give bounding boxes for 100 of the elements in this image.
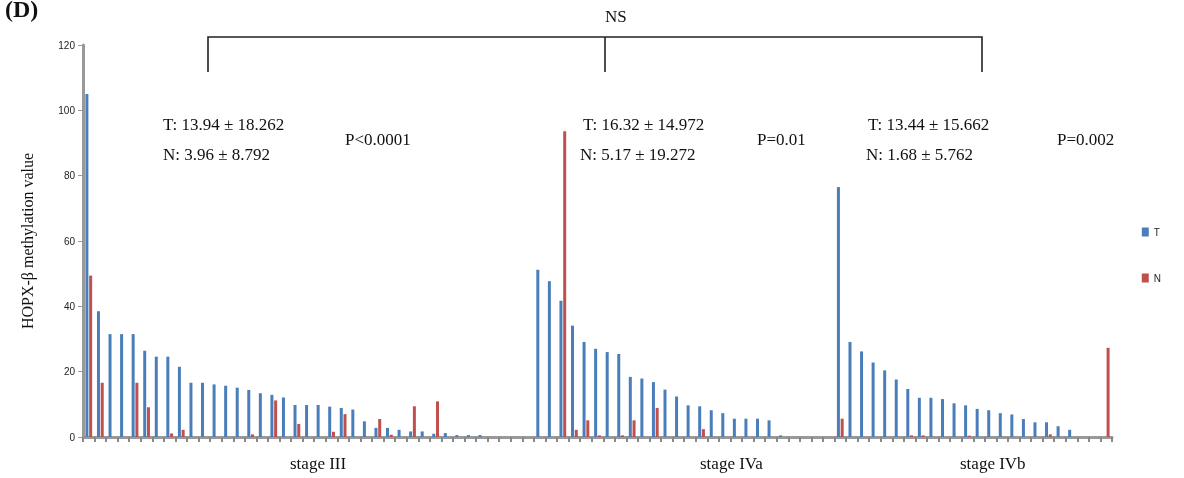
bar <box>840 418 844 437</box>
bar <box>952 403 956 437</box>
bar <box>1056 426 1060 437</box>
bar <box>96 311 100 437</box>
bar <box>929 397 933 437</box>
bar <box>744 418 748 437</box>
bar <box>655 407 659 437</box>
bar <box>235 387 239 437</box>
bar <box>883 370 887 437</box>
bar <box>686 405 690 437</box>
text: NS <box>605 7 627 26</box>
bar <box>166 356 170 437</box>
bar <box>586 420 590 437</box>
bar <box>305 404 309 437</box>
bar <box>270 394 274 437</box>
bar <box>663 389 667 437</box>
annotation: P<0.0001 <box>345 130 411 149</box>
bar <box>906 388 910 437</box>
y-tick-label: 120 <box>58 39 76 51</box>
bar <box>85 94 89 437</box>
bar <box>632 420 636 437</box>
bar <box>940 399 944 437</box>
bar <box>594 348 598 437</box>
y-tick-label: 20 <box>63 366 76 378</box>
bar <box>331 431 335 437</box>
annotation: N: 3.96 ± 8.792 <box>163 145 271 164</box>
bar <box>135 382 139 437</box>
bar <box>675 396 679 437</box>
text: stage IVa <box>700 454 764 473</box>
bar <box>1021 419 1025 437</box>
bar <box>374 427 378 437</box>
bar <box>297 423 301 437</box>
bar <box>1010 414 1014 437</box>
bar <box>386 427 390 437</box>
bar <box>274 400 278 437</box>
annotation: P=0.01 <box>757 130 806 149</box>
bar <box>582 341 586 437</box>
bar <box>563 131 567 437</box>
bar <box>170 433 174 437</box>
bar <box>698 406 702 437</box>
annotation: N: 5.17 ± 19.272 <box>580 145 696 164</box>
annotation: N: 1.68 ± 5.762 <box>866 145 974 164</box>
bar <box>1068 429 1072 437</box>
bar <box>917 397 921 437</box>
bar <box>432 433 436 437</box>
annotation: T: 13.94 ± 18.262 <box>163 115 285 134</box>
bar <box>409 431 413 437</box>
bar <box>420 431 424 437</box>
bar <box>201 382 205 437</box>
bar <box>339 407 343 437</box>
bar <box>443 433 447 437</box>
legend-label: T <box>1153 226 1160 238</box>
bar <box>836 187 840 437</box>
bar <box>571 325 574 437</box>
bar <box>574 429 578 437</box>
bar <box>755 418 759 437</box>
bar <box>316 404 320 437</box>
bar <box>640 378 644 437</box>
bar <box>343 414 347 437</box>
bar <box>964 405 968 437</box>
bar <box>189 382 193 437</box>
bar <box>108 334 112 437</box>
bar <box>293 404 297 437</box>
bar <box>1048 434 1052 437</box>
bar <box>559 300 563 437</box>
bar <box>732 418 736 437</box>
y-tick-label: 0 <box>69 431 76 443</box>
bar <box>721 413 725 437</box>
bar <box>351 409 355 437</box>
text: stage IVb <box>960 454 1026 473</box>
bar <box>628 376 632 437</box>
bar <box>397 429 401 437</box>
bar <box>617 354 621 437</box>
y-tick-label: 80 <box>63 170 76 182</box>
bar <box>975 408 979 437</box>
bar <box>224 385 228 437</box>
bar <box>1033 422 1037 437</box>
bar <box>131 334 135 437</box>
bar <box>328 406 332 437</box>
chart-title: (D) <box>5 0 39 22</box>
bar <box>154 356 158 437</box>
y-tick-label: 100 <box>58 104 76 116</box>
bar <box>709 410 713 437</box>
text: stage III <box>290 454 347 473</box>
bar <box>177 366 181 437</box>
bar <box>605 352 609 437</box>
bar <box>848 341 852 437</box>
bar <box>181 429 185 437</box>
bar <box>247 389 251 437</box>
bar <box>1106 347 1110 437</box>
bar <box>701 429 705 437</box>
bar <box>143 350 147 437</box>
y-axis-title: HOPX-β methylation value <box>18 152 37 330</box>
bar <box>412 406 416 437</box>
bar <box>987 410 991 437</box>
bar <box>100 382 104 437</box>
bar <box>258 393 262 437</box>
legend-label: N <box>1153 272 1162 284</box>
bar <box>998 413 1002 437</box>
bar <box>362 421 366 437</box>
